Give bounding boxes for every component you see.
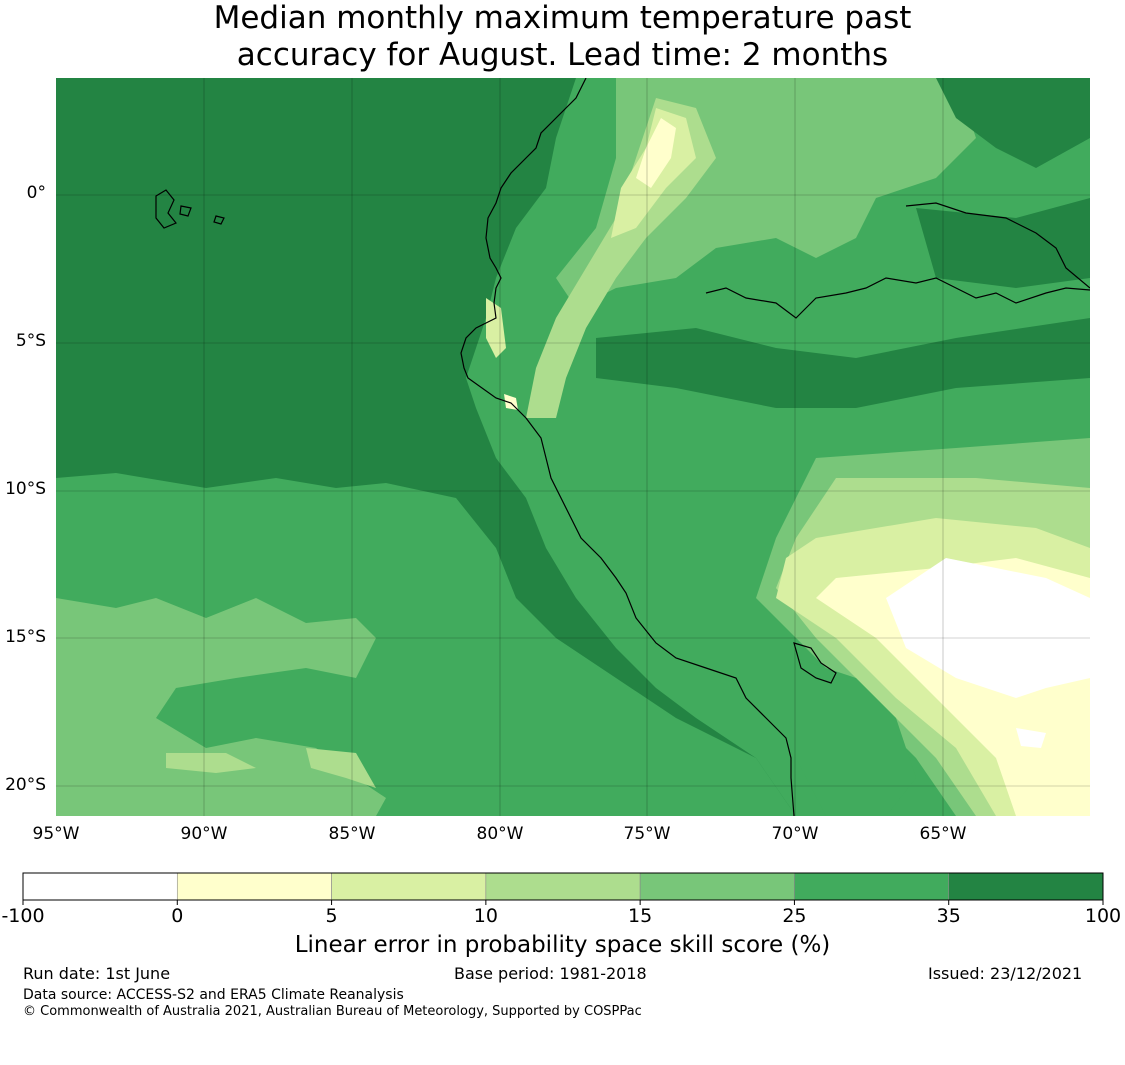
colorbar-label: Linear error in probability space skill …: [294, 932, 831, 958]
colorbar: -100 0 5 10 15 25 35 100: [1, 872, 1121, 927]
colorbar-segment: [331, 872, 487, 901]
colorbar-tick-label: 35: [937, 905, 961, 927]
data-source: Data source: ACCESS-S2 and ERA5 Climate …: [23, 987, 404, 1003]
colorbar-segment: [948, 872, 1104, 901]
lat-label-15s: 15°S: [5, 627, 46, 647]
map-title-line-1: Median monthly maximum temperature past: [213, 0, 912, 36]
colorbar-segment: [176, 872, 332, 901]
central-land-high-skill: [596, 318, 1090, 408]
lon-label-85w: 85°W: [328, 824, 376, 844]
lat-label-10s: 10°S: [5, 479, 46, 499]
lon-label-80w: 80°W: [476, 824, 524, 844]
colorbar-segment: [485, 872, 641, 901]
altiplano-white: [886, 558, 1090, 698]
lat-label-0: 0°: [26, 183, 46, 203]
colorbar-segment: [794, 872, 950, 901]
galapagos: [155, 189, 225, 229]
lake-titicaca: [793, 642, 837, 684]
lon-label-65w: 65°W: [919, 824, 967, 844]
map-title: Median monthly maximum temperature past …: [0, 0, 1125, 74]
bolivia-patch-medium: [796, 658, 916, 816]
altiplano-white-2: [1016, 728, 1046, 748]
river-north: [905, 202, 1090, 289]
coastline: [460, 78, 795, 816]
colorbar-segment: [639, 872, 795, 901]
colorbar-tick-label: 25: [782, 905, 806, 927]
colorbar-tick-label: 10: [474, 905, 498, 927]
colorbar-tick-label: 15: [628, 905, 652, 927]
lon-label-70w: 70°W: [771, 824, 819, 844]
colorbar-tick-label: 100: [1085, 905, 1121, 927]
lon-label-75w: 75°W: [623, 824, 671, 844]
southern-ocean-patch: [166, 753, 256, 773]
skill-map: [56, 78, 1090, 816]
lon-label-95w: 95°W: [32, 824, 80, 844]
east-high-skill: [916, 198, 1090, 288]
andes-core: [636, 118, 676, 188]
graticule: [56, 78, 1090, 816]
lat-label-5s: 5°S: [15, 331, 46, 351]
copyright: © Commonwealth of Australia 2021, Austra…: [23, 1004, 642, 1019]
southern-ocean-lower-skill: [56, 598, 386, 816]
colorbar-segment: [22, 872, 178, 901]
amazon-river: [705, 277, 1090, 319]
north-coast-light: [486, 298, 506, 358]
colorbar-tick-label: 0: [171, 905, 183, 927]
colorbar-tick-label: -100: [1, 905, 44, 927]
colorbar-tick-label: 5: [326, 905, 338, 927]
issued-date: Issued: 23/12/2021: [928, 964, 1083, 983]
southern-ocean-patch-2: [306, 748, 376, 788]
run-date: Run date: 1st June: [23, 964, 171, 983]
north-east-high-skill: [936, 78, 1090, 168]
lat-label-20s: 20°S: [5, 775, 46, 795]
base-period: Base period: 1981-2018: [454, 964, 647, 983]
map-title-line-2: accuracy for August. Lead time: 2 months: [236, 37, 889, 73]
lon-label-90w: 90°W: [180, 824, 228, 844]
southern-ocean-medium-skill: [56, 473, 796, 816]
